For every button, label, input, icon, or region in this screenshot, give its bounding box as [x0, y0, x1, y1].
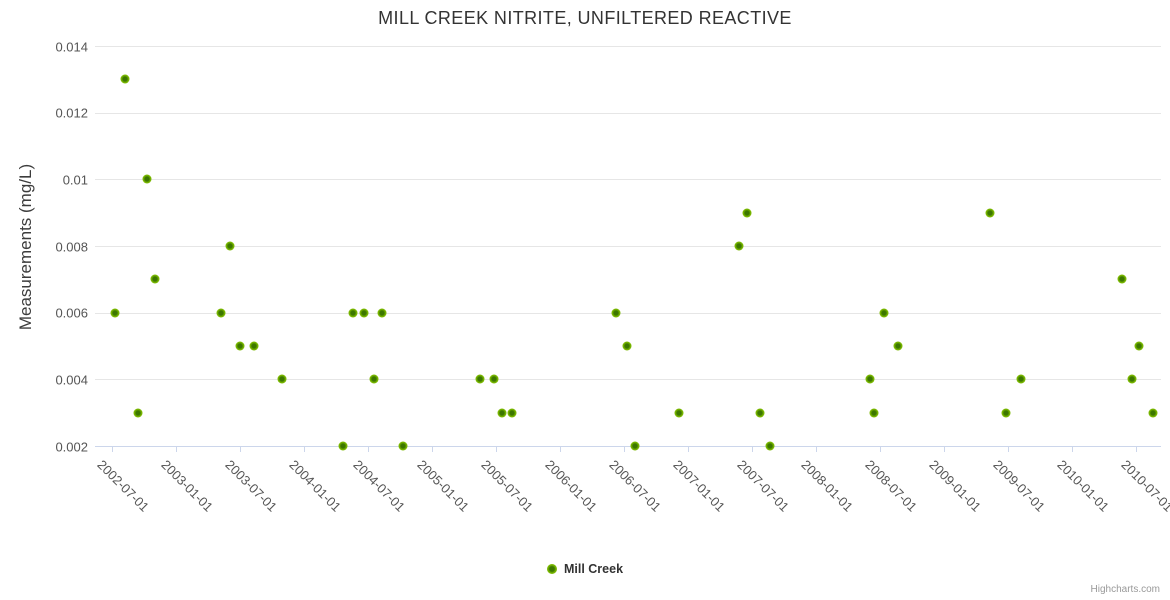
x-tick-mark: [176, 446, 177, 452]
x-tick-mark: [1072, 446, 1073, 452]
data-point[interactable]: [742, 208, 752, 218]
data-point[interactable]: [1148, 408, 1158, 418]
data-point[interactable]: [348, 308, 358, 318]
data-point[interactable]: [475, 374, 485, 384]
x-tick-mark: [304, 446, 305, 452]
x-tick-label: 2004-01-01: [286, 457, 345, 515]
x-tick-label: 2005-07-01: [478, 457, 537, 515]
data-point[interactable]: [630, 441, 640, 451]
x-tick-label: 2010-07-01: [1118, 457, 1170, 515]
x-tick-mark: [240, 446, 241, 452]
gridline: [95, 46, 1161, 47]
x-tick-label: 2007-01-01: [670, 457, 729, 515]
x-axis-line: [95, 446, 1161, 447]
x-tick-mark: [112, 446, 113, 452]
data-point[interactable]: [133, 408, 143, 418]
data-point[interactable]: [489, 374, 499, 384]
x-tick-mark: [1008, 446, 1009, 452]
x-tick-label: 2004-07-01: [350, 457, 409, 515]
x-tick-label: 2009-01-01: [926, 457, 985, 515]
y-tick-label: 0.006: [55, 305, 88, 321]
x-tick-mark: [752, 446, 753, 452]
y-tick-label: 0.002: [55, 439, 88, 454]
green-dot-icon: [546, 564, 557, 574]
data-point[interactable]: [369, 374, 379, 384]
x-tick-label: 2008-01-01: [798, 457, 857, 515]
data-point[interactable]: [249, 341, 259, 351]
legend-item-mill-creek[interactable]: Mill Creek: [0, 562, 1170, 576]
data-point[interactable]: [142, 174, 152, 184]
data-point[interactable]: [765, 441, 775, 451]
data-point[interactable]: [865, 374, 875, 384]
x-tick-label: 2009-07-01: [990, 457, 1049, 515]
gridline: [95, 179, 1161, 181]
data-point[interactable]: [985, 208, 995, 218]
data-point[interactable]: [120, 74, 130, 84]
data-point[interactable]: [398, 441, 408, 451]
data-point[interactable]: [1016, 374, 1026, 384]
x-tick-mark: [368, 446, 369, 452]
y-tick-label: 0.008: [55, 239, 88, 254]
x-tick-label: 2006-01-01: [542, 457, 601, 515]
data-point[interactable]: [1127, 374, 1137, 384]
x-tick-mark: [432, 446, 433, 452]
data-point[interactable]: [611, 308, 621, 318]
data-point[interactable]: [507, 408, 517, 418]
data-point[interactable]: [277, 374, 287, 384]
data-point[interactable]: [110, 308, 120, 318]
x-tick-label: 2010-01-01: [1054, 457, 1113, 515]
x-tick-mark: [944, 446, 945, 452]
x-tick-mark: [1136, 446, 1137, 452]
gridline: [95, 246, 1161, 247]
x-tick-mark: [816, 446, 817, 452]
data-point[interactable]: [622, 341, 632, 351]
data-point[interactable]: [734, 241, 744, 251]
data-point[interactable]: [377, 308, 387, 318]
x-tick-label: 2008-07-01: [862, 457, 921, 515]
y-tick-label: 0.014: [55, 39, 88, 54]
data-point[interactable]: [1117, 274, 1127, 284]
data-point[interactable]: [359, 308, 369, 318]
data-point[interactable]: [1001, 408, 1011, 418]
data-point[interactable]: [674, 408, 684, 418]
x-tick-label: 2006-07-01: [606, 457, 665, 515]
data-point[interactable]: [869, 408, 879, 418]
data-point[interactable]: [893, 341, 903, 351]
x-tick-mark: [688, 446, 689, 452]
x-tick-mark: [880, 446, 881, 452]
legend-label: Mill Creek: [563, 562, 624, 576]
y-tick-label: 0.004: [55, 372, 88, 388]
highcharts-credits-link[interactable]: Highcharts.com: [1090, 584, 1160, 595]
data-point[interactable]: [755, 408, 765, 418]
data-point[interactable]: [879, 308, 889, 318]
x-tick-label: 2002-07-01: [94, 457, 153, 515]
data-point[interactable]: [338, 441, 348, 451]
x-tick-mark: [560, 446, 561, 452]
y-tick-label: 0.012: [55, 105, 88, 121]
data-point[interactable]: [1134, 341, 1144, 351]
data-point[interactable]: [216, 308, 226, 318]
x-tick-label: 2007-07-01: [734, 457, 793, 515]
chart-title: MILL CREEK NITRITE, UNFILTERED REACTIVE: [378, 8, 792, 28]
y-tick-label: 0.01: [62, 172, 88, 188]
data-point[interactable]: [225, 241, 235, 251]
gridline: [95, 379, 1161, 381]
x-tick-mark: [624, 446, 625, 452]
x-tick-label: 2005-01-01: [414, 457, 473, 515]
x-tick-label: 2003-07-01: [222, 457, 281, 515]
x-tick-label: 2003-01-01: [158, 457, 217, 515]
data-point[interactable]: [235, 341, 245, 351]
data-point[interactable]: [497, 408, 507, 418]
x-tick-mark: [496, 446, 497, 452]
gridline: [95, 312, 1161, 314]
gridline: [95, 112, 1161, 114]
data-point[interactable]: [150, 274, 160, 284]
